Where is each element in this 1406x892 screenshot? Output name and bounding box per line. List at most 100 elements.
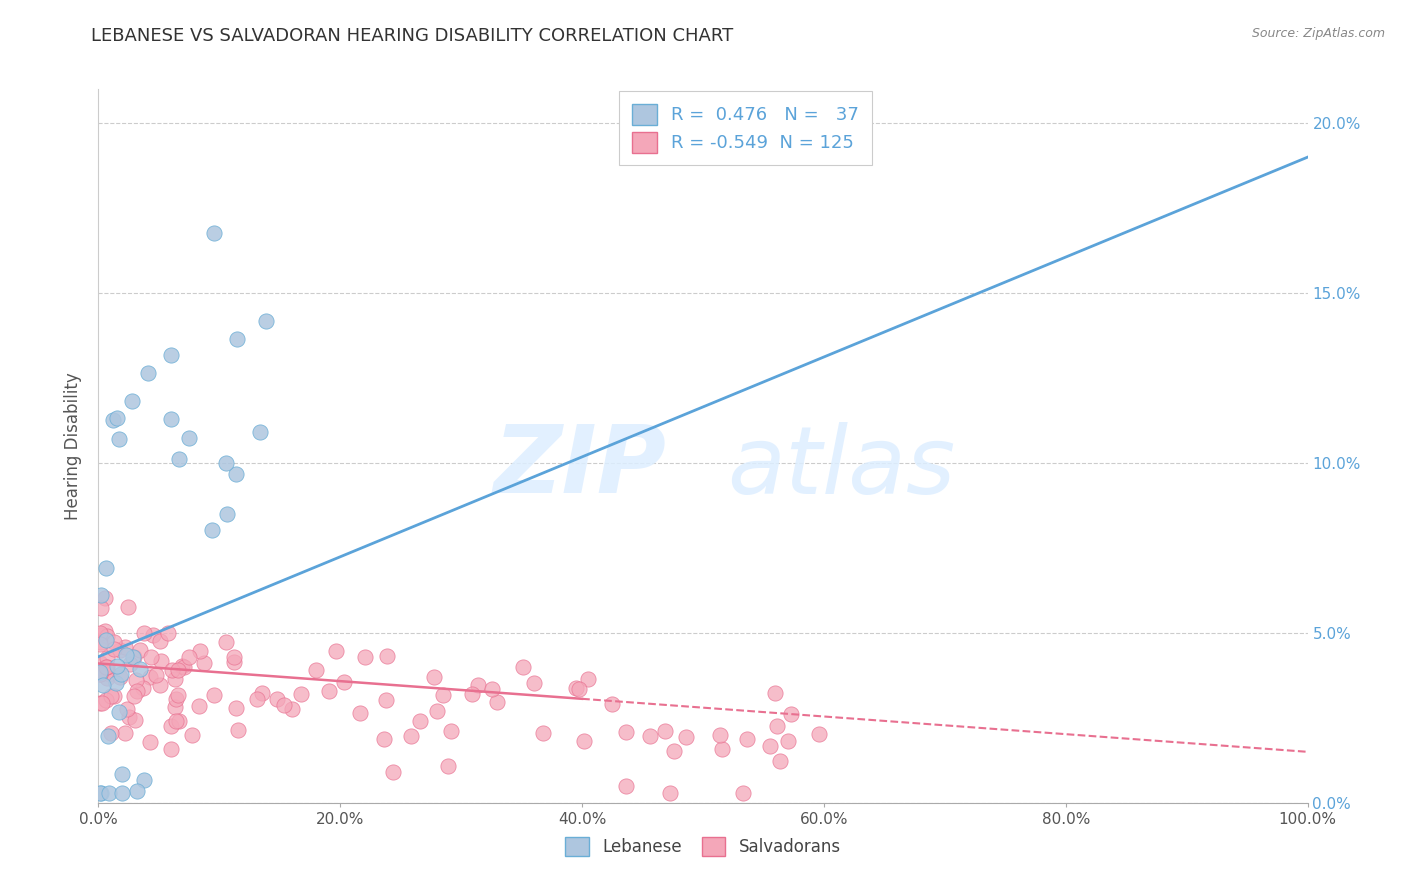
Point [114,726,136,740]
Point [97,786,120,800]
Point [103,635,125,649]
Point [204,688,226,702]
Point [188,698,211,713]
Point [100,726,122,740]
Point [139,670,162,684]
Point [170,659,193,673]
Point [115,648,138,662]
Point [512,660,534,674]
Point [160,411,183,425]
Point [94,624,117,638]
Point [201,523,224,537]
Point [111,786,134,800]
Point [160,719,183,733]
Point [252,686,274,700]
Point [467,678,489,692]
Point [523,675,546,690]
Point [763,686,786,700]
Point [432,688,454,702]
Point [111,766,134,780]
Point [675,731,697,745]
Y-axis label: Hearing Disability: Hearing Disability [65,372,83,520]
Point [169,452,191,467]
Text: Source: ZipAtlas.com: Source: ZipAtlas.com [1251,27,1385,40]
Point [188,643,211,657]
Point [94,632,117,647]
Point [89,625,111,640]
Point [565,681,588,695]
Point [461,687,484,701]
Point [115,701,138,715]
Point [110,667,132,681]
Point [117,600,139,615]
Point [160,663,183,677]
Point [531,725,554,739]
Point [165,714,187,729]
Point [426,704,449,718]
Point [160,348,183,362]
Point [97,729,120,743]
Point [225,700,247,714]
Point [305,663,328,677]
Point [165,692,187,706]
Point [149,677,172,691]
Point [169,714,191,728]
Point [638,730,661,744]
Point [177,431,200,445]
Point [114,640,136,655]
Point [222,650,245,665]
Point [108,670,131,684]
Point [325,644,347,658]
Point [139,735,162,749]
Point [89,656,111,670]
Point [354,650,377,665]
Point [776,734,799,748]
Point [167,689,190,703]
Point [118,657,141,671]
Point [148,634,170,648]
Point [222,655,245,669]
Point [710,741,733,756]
Point [127,784,149,798]
Point [249,425,271,439]
Point [246,692,269,706]
Point [103,690,125,704]
Point [181,728,204,742]
Point [104,676,127,690]
Point [382,765,405,780]
Point [768,754,790,768]
Point [759,739,782,753]
Point [91,678,114,692]
Point [614,724,637,739]
Point [766,719,789,733]
Point [132,681,155,695]
Point [132,626,155,640]
Point [614,779,637,793]
Point [349,706,371,721]
Point [226,723,249,738]
Point [96,671,118,685]
Point [281,701,304,715]
Point [173,660,195,674]
Point [141,649,163,664]
Point [128,643,150,657]
Point [136,366,159,380]
Point [399,729,422,743]
Point [90,601,112,615]
Point [121,650,143,665]
Point [373,731,395,746]
Point [98,667,121,681]
Point [165,700,187,714]
Point [481,682,503,697]
Point [375,692,398,706]
Point [193,656,215,670]
Point [709,728,731,742]
Point [290,687,312,701]
Point [125,673,148,687]
Point [215,507,238,521]
Point [129,662,152,676]
Point [654,724,676,739]
Point [89,637,111,651]
Point [134,773,156,788]
Point [96,650,118,665]
